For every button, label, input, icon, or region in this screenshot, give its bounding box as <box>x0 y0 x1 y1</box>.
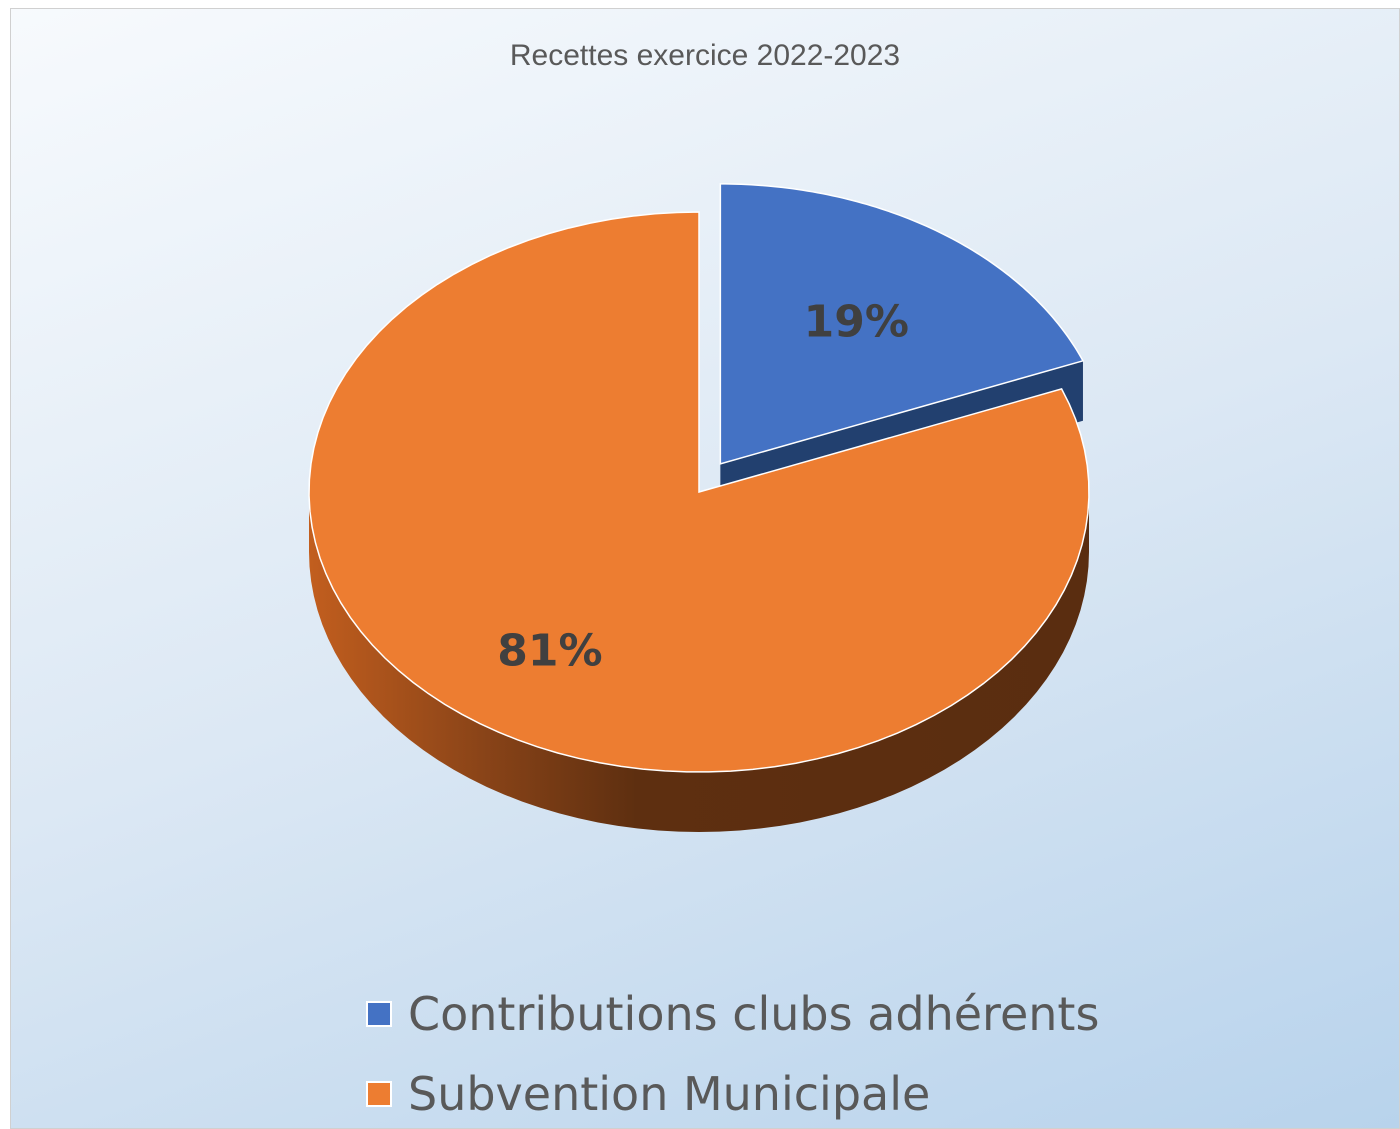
chart-area: Recettes exercice 2022-2023 19% 81% Cont… <box>10 8 1400 1129</box>
legend-swatch-contributions <box>366 1001 392 1027</box>
slice-subvention <box>308 211 1090 773</box>
slice-contributions <box>719 183 1085 465</box>
chart-title: Recettes exercice 2022-2023 <box>509 39 901 72</box>
legend-item-subvention: Subvention Municipale <box>366 1054 1099 1128</box>
legend-item-contributions: Contributions clubs adhérents <box>366 974 1099 1054</box>
data-label-subvention: 81% <box>497 626 602 677</box>
slice-side-subvention <box>309 492 1089 832</box>
legend-label-subvention: Subvention Municipale <box>408 1067 931 1121</box>
legend-label-contributions: Contributions clubs adhérents <box>408 987 1100 1041</box>
legend: Contributions clubs adhérents Subvention… <box>366 974 1099 1128</box>
data-label-contributions: 19% <box>804 296 909 347</box>
pie-plot: 19% 81% <box>308 183 1090 832</box>
legend-swatch-subvention <box>366 1081 392 1107</box>
